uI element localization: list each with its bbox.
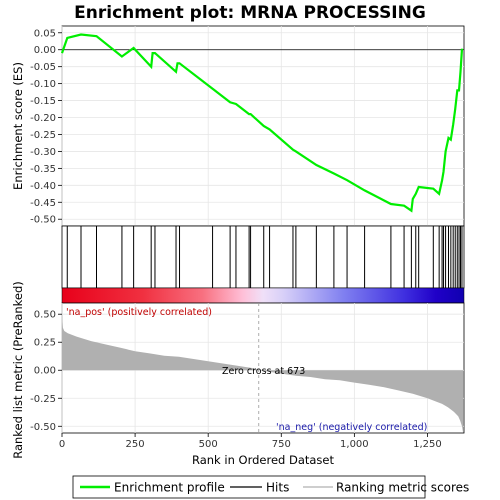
es-y-tick-label: -0.05 bbox=[30, 62, 56, 73]
es-panel: 0.05 0.00 -0.05 -0.10 -0.15 -0.20 -0.25 -0.30 -0… bbox=[11, 25, 465, 227]
x-tick-label: 500 bbox=[199, 439, 218, 450]
pos-annotation: 'na_pos' (positively correlated) bbox=[66, 307, 212, 318]
metric-y-axis-label: Ranked list metric (PreRanked) bbox=[11, 281, 25, 459]
es-y-tick-label: 0.05 bbox=[34, 28, 56, 39]
x-tick-label: 1,000 bbox=[340, 439, 369, 450]
metric-y-tick-label: 0.25 bbox=[34, 338, 56, 349]
es-y-tick-label: -0.40 bbox=[30, 181, 56, 192]
x-tick-label: 1,250 bbox=[413, 439, 442, 450]
metric-y-tick-label: 0.00 bbox=[34, 366, 56, 377]
x-tick-label: 750 bbox=[272, 439, 291, 450]
es-y-tick-label: -0.15 bbox=[30, 96, 56, 107]
metric-y-ticks: 0.50 0.25 0.00 -0.25 -0.50 bbox=[30, 310, 62, 433]
metric-y-tick-label: -0.25 bbox=[30, 394, 56, 405]
es-y-tick-label: -0.45 bbox=[30, 198, 56, 209]
hits-panel-frame bbox=[61, 225, 465, 289]
legend: Enrichment profile Hits Ranking metric s… bbox=[72, 475, 469, 499]
metric-y-tick-label: -0.50 bbox=[30, 422, 56, 433]
es-y-tick-label: -0.50 bbox=[30, 215, 56, 226]
es-y-tick-label: -0.30 bbox=[30, 147, 56, 158]
es-y-tick-label: -0.35 bbox=[30, 164, 56, 175]
ranking-metric-area bbox=[62, 314, 464, 433]
metric-panel: 0.50 0.25 0.00 -0.25 -0.50 0 250 500 750 1,000 1,… bbox=[11, 281, 465, 467]
legend-hits-label: Hits bbox=[266, 481, 289, 495]
legend-metric-label: Ranking metric scores bbox=[336, 481, 469, 495]
es-y-tick-label: -0.20 bbox=[30, 113, 56, 124]
es-y-axis-label: Enrichment score (ES) bbox=[11, 62, 25, 190]
neg-annotation: 'na_neg' (negatively correlated) bbox=[276, 422, 427, 433]
legend-enrichment-label: Enrichment profile bbox=[114, 481, 225, 495]
es-grid bbox=[61, 26, 464, 226]
x-tick-label: 250 bbox=[126, 439, 145, 450]
es-y-tick-label: -0.25 bbox=[30, 130, 56, 141]
x-tick-label: 0 bbox=[59, 439, 65, 450]
ranking-color-bar bbox=[61, 287, 465, 304]
zero-cross-annotation: Zero cross at 673 bbox=[222, 366, 305, 377]
es-y-tick-label: -0.10 bbox=[30, 79, 56, 90]
metric-x-ticks: 0 250 500 750 1,000 1,250 bbox=[59, 433, 442, 450]
es-y-ticks: 0.05 0.00 -0.05 -0.10 -0.15 -0.20 -0.25 -0.30 -0… bbox=[30, 28, 62, 226]
hits-lines bbox=[66, 226, 463, 288]
x-axis-label: Rank in Ordered Dataset bbox=[192, 453, 335, 467]
enrichment-profile-line bbox=[60, 33, 464, 213]
hits-panel bbox=[61, 225, 465, 289]
chart-title: Enrichment plot: MRNA PROCESSING bbox=[74, 3, 426, 23]
metric-y-tick-label: 0.50 bbox=[34, 310, 56, 321]
es-y-tick-label: 0.00 bbox=[34, 45, 56, 56]
